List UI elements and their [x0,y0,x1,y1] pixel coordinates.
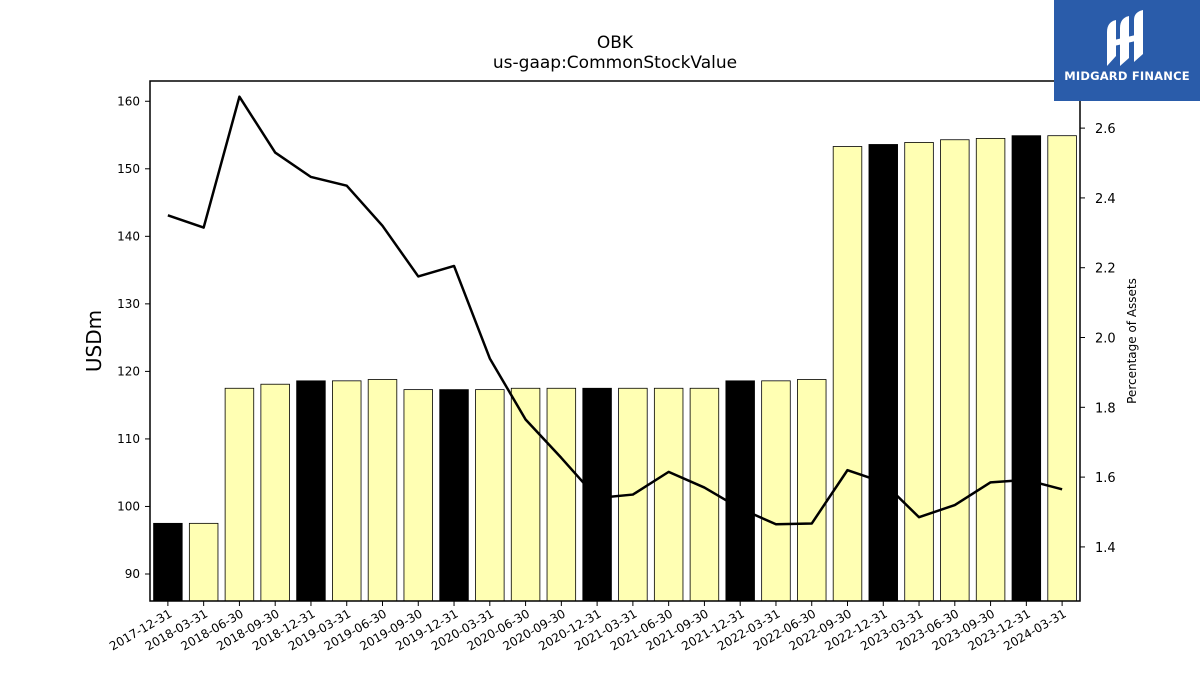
midgard-finance-logo: MIDGARD FINANCE [1054,0,1200,101]
bar-2022-06-30 [797,379,827,602]
y2-tick-label: 1.6 [1095,471,1116,486]
y2-tick-label: 2.2 [1095,262,1116,277]
bar-2021-06-30 [653,387,684,602]
x-axis: 2017-12-312018-03-312018-06-302018-09-30… [107,601,1069,653]
bar-2020-06-30 [510,387,541,602]
bar-2021-09-30 [689,387,720,602]
line-group [167,95,1063,526]
bar-2017-12-31 [153,522,183,602]
logo-text: MIDGARD FINANCE [1064,69,1190,83]
bar-2023-06-30 [940,139,970,602]
y-tick-label: 140 [117,229,140,243]
y2-tick-label: 2.6 [1095,122,1116,137]
bar-2021-12-31 [725,380,755,602]
bar-2022-12-31 [868,144,898,602]
y-tick-label: 160 [117,94,140,108]
chart-title: OBK [597,33,634,53]
bar-2019-09-30 [403,389,433,602]
bar-2019-06-30 [367,379,398,602]
percentage-line [167,95,1063,526]
bar-2023-03-31 [904,142,934,602]
chart-subtitle: us-gaap:CommonStockValue [493,53,737,73]
y2-tick-label: 1.8 [1095,401,1116,416]
right-axis: 1.4 1.6 1.8 2.0 2.2 2.4 2.6 [1080,122,1116,556]
bar-2018-09-30 [260,383,290,602]
plot-frame [149,80,1081,602]
left-axis: 90 100 110 120 130 140 150 160 [117,94,150,581]
bar-2023-12-31 [1011,135,1042,602]
y-axis-label: USDm [82,310,106,372]
y-tick-label: 120 [117,364,140,378]
bar-2020-03-31 [475,389,505,602]
y-tick-label: 90 [125,567,140,581]
bar-2020-12-31 [582,387,612,602]
y-tick-label: 100 [117,499,140,513]
y2-tick-label: 2.0 [1095,332,1116,347]
y-tick-label: 110 [117,432,140,446]
y-tick-label: 150 [117,162,140,176]
y2-tick-label: 1.4 [1095,541,1116,556]
y-tick-label: 130 [117,297,140,311]
bars-group [153,135,1077,602]
bar-2022-09-30 [832,146,863,602]
bar-2023-09-30 [975,137,1006,602]
bar-2022-03-31 [761,380,791,602]
y2-tick-label: 2.4 [1095,192,1116,207]
y2-axis-label: Percentage of Assets [1125,278,1139,404]
bar-2019-12-31 [439,389,469,602]
midgard-logo-icon [1107,10,1143,66]
bar-2024-03-31 [1047,135,1077,602]
bar-2018-03-31 [188,522,219,602]
bar-2020-09-30 [546,387,577,602]
bar-2018-12-31 [296,380,326,602]
bar-2019-03-31 [332,380,362,602]
bar-2018-06-30 [224,387,255,602]
